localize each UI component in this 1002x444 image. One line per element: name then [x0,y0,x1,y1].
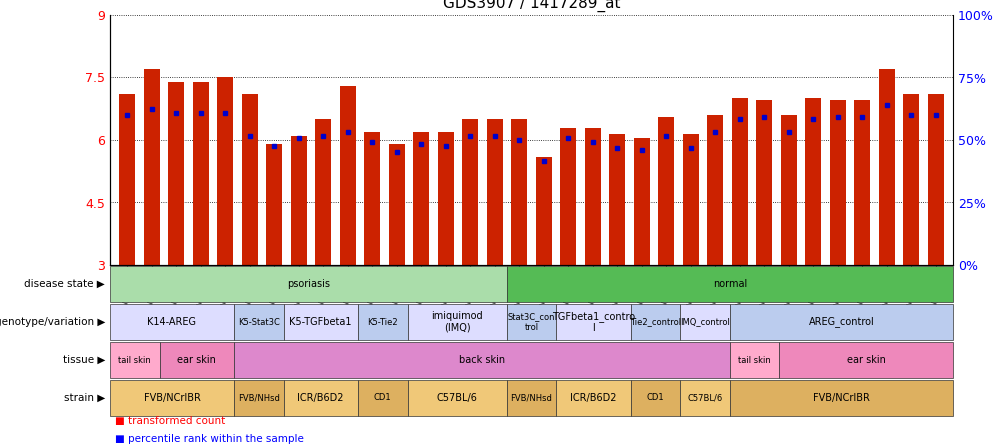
Bar [413,132,429,265]
Text: tissue ▶: tissue ▶ [62,355,105,365]
Bar [486,119,502,265]
Bar [731,98,747,265]
Text: imiquimod
(IMQ): imiquimod (IMQ) [431,311,482,333]
Text: disease state ▶: disease state ▶ [24,279,105,289]
Bar [119,94,135,265]
Text: ■ percentile rank within the sample: ■ percentile rank within the sample [115,434,304,444]
Text: C57BL/6: C57BL/6 [436,393,477,403]
Bar [192,82,208,265]
Bar [706,115,722,265]
Text: CD1: CD1 [374,393,391,403]
Bar [266,144,282,265]
Text: K5-Stat3C: K5-Stat3C [237,317,280,326]
Text: strain ▶: strain ▶ [64,393,105,403]
Text: CD1: CD1 [646,393,663,403]
Text: back skin: back skin [458,355,504,365]
Bar [560,127,575,265]
Text: ICR/B6D2: ICR/B6D2 [570,393,616,403]
Text: FVB/NCrIBR: FVB/NCrIBR [143,393,200,403]
Bar [217,78,232,265]
Text: K5-Tie2: K5-Tie2 [367,317,398,326]
Bar [143,69,159,265]
Text: genotype/variation ▶: genotype/variation ▶ [0,317,105,327]
Bar [657,117,673,265]
Text: IMQ_control: IMQ_control [679,317,729,326]
Text: Tie2_control: Tie2_control [629,317,680,326]
Bar [584,127,600,265]
Bar [241,94,258,265]
Title: GDS3907 / 1417289_at: GDS3907 / 1417289_at [442,0,619,12]
Bar [389,144,404,265]
Text: ICR/B6D2: ICR/B6D2 [298,393,344,403]
Text: AREG_control: AREG_control [808,317,874,328]
Text: K5-TGFbeta1: K5-TGFbeta1 [290,317,352,327]
Text: FVB/NHsd: FVB/NHsd [237,393,280,403]
Bar [315,119,331,265]
Text: TGFbeta1_contro
l: TGFbeta1_contro l [551,311,634,333]
Bar [364,132,380,265]
Text: ear skin: ear skin [177,355,216,365]
Text: FVB/NCrIBR: FVB/NCrIBR [813,393,869,403]
Bar [927,94,943,265]
Bar [168,82,184,265]
Text: ■ transformed count: ■ transformed count [115,416,225,426]
Bar [633,138,649,265]
Bar [511,119,527,265]
Text: tail skin: tail skin [737,356,771,365]
Text: FVB/NHsd: FVB/NHsd [510,393,552,403]
Text: K14-AREG: K14-AREG [147,317,196,327]
Text: Stat3C_con
trol: Stat3C_con trol [507,312,555,332]
Bar [437,132,453,265]
Bar [535,157,551,265]
Text: psoriasis: psoriasis [287,279,330,289]
Bar [756,100,772,265]
Bar [878,69,894,265]
Bar [462,119,478,265]
Bar [903,94,919,265]
Text: tail skin: tail skin [118,356,151,365]
Bar [829,100,845,265]
Text: normal: normal [712,279,746,289]
Bar [291,136,307,265]
Bar [608,134,624,265]
Bar [854,100,870,265]
Text: ear skin: ear skin [846,355,885,365]
Bar [682,134,698,265]
Bar [781,115,796,265]
Text: C57BL/6: C57BL/6 [686,393,722,403]
Bar [340,86,356,265]
Bar [805,98,821,265]
